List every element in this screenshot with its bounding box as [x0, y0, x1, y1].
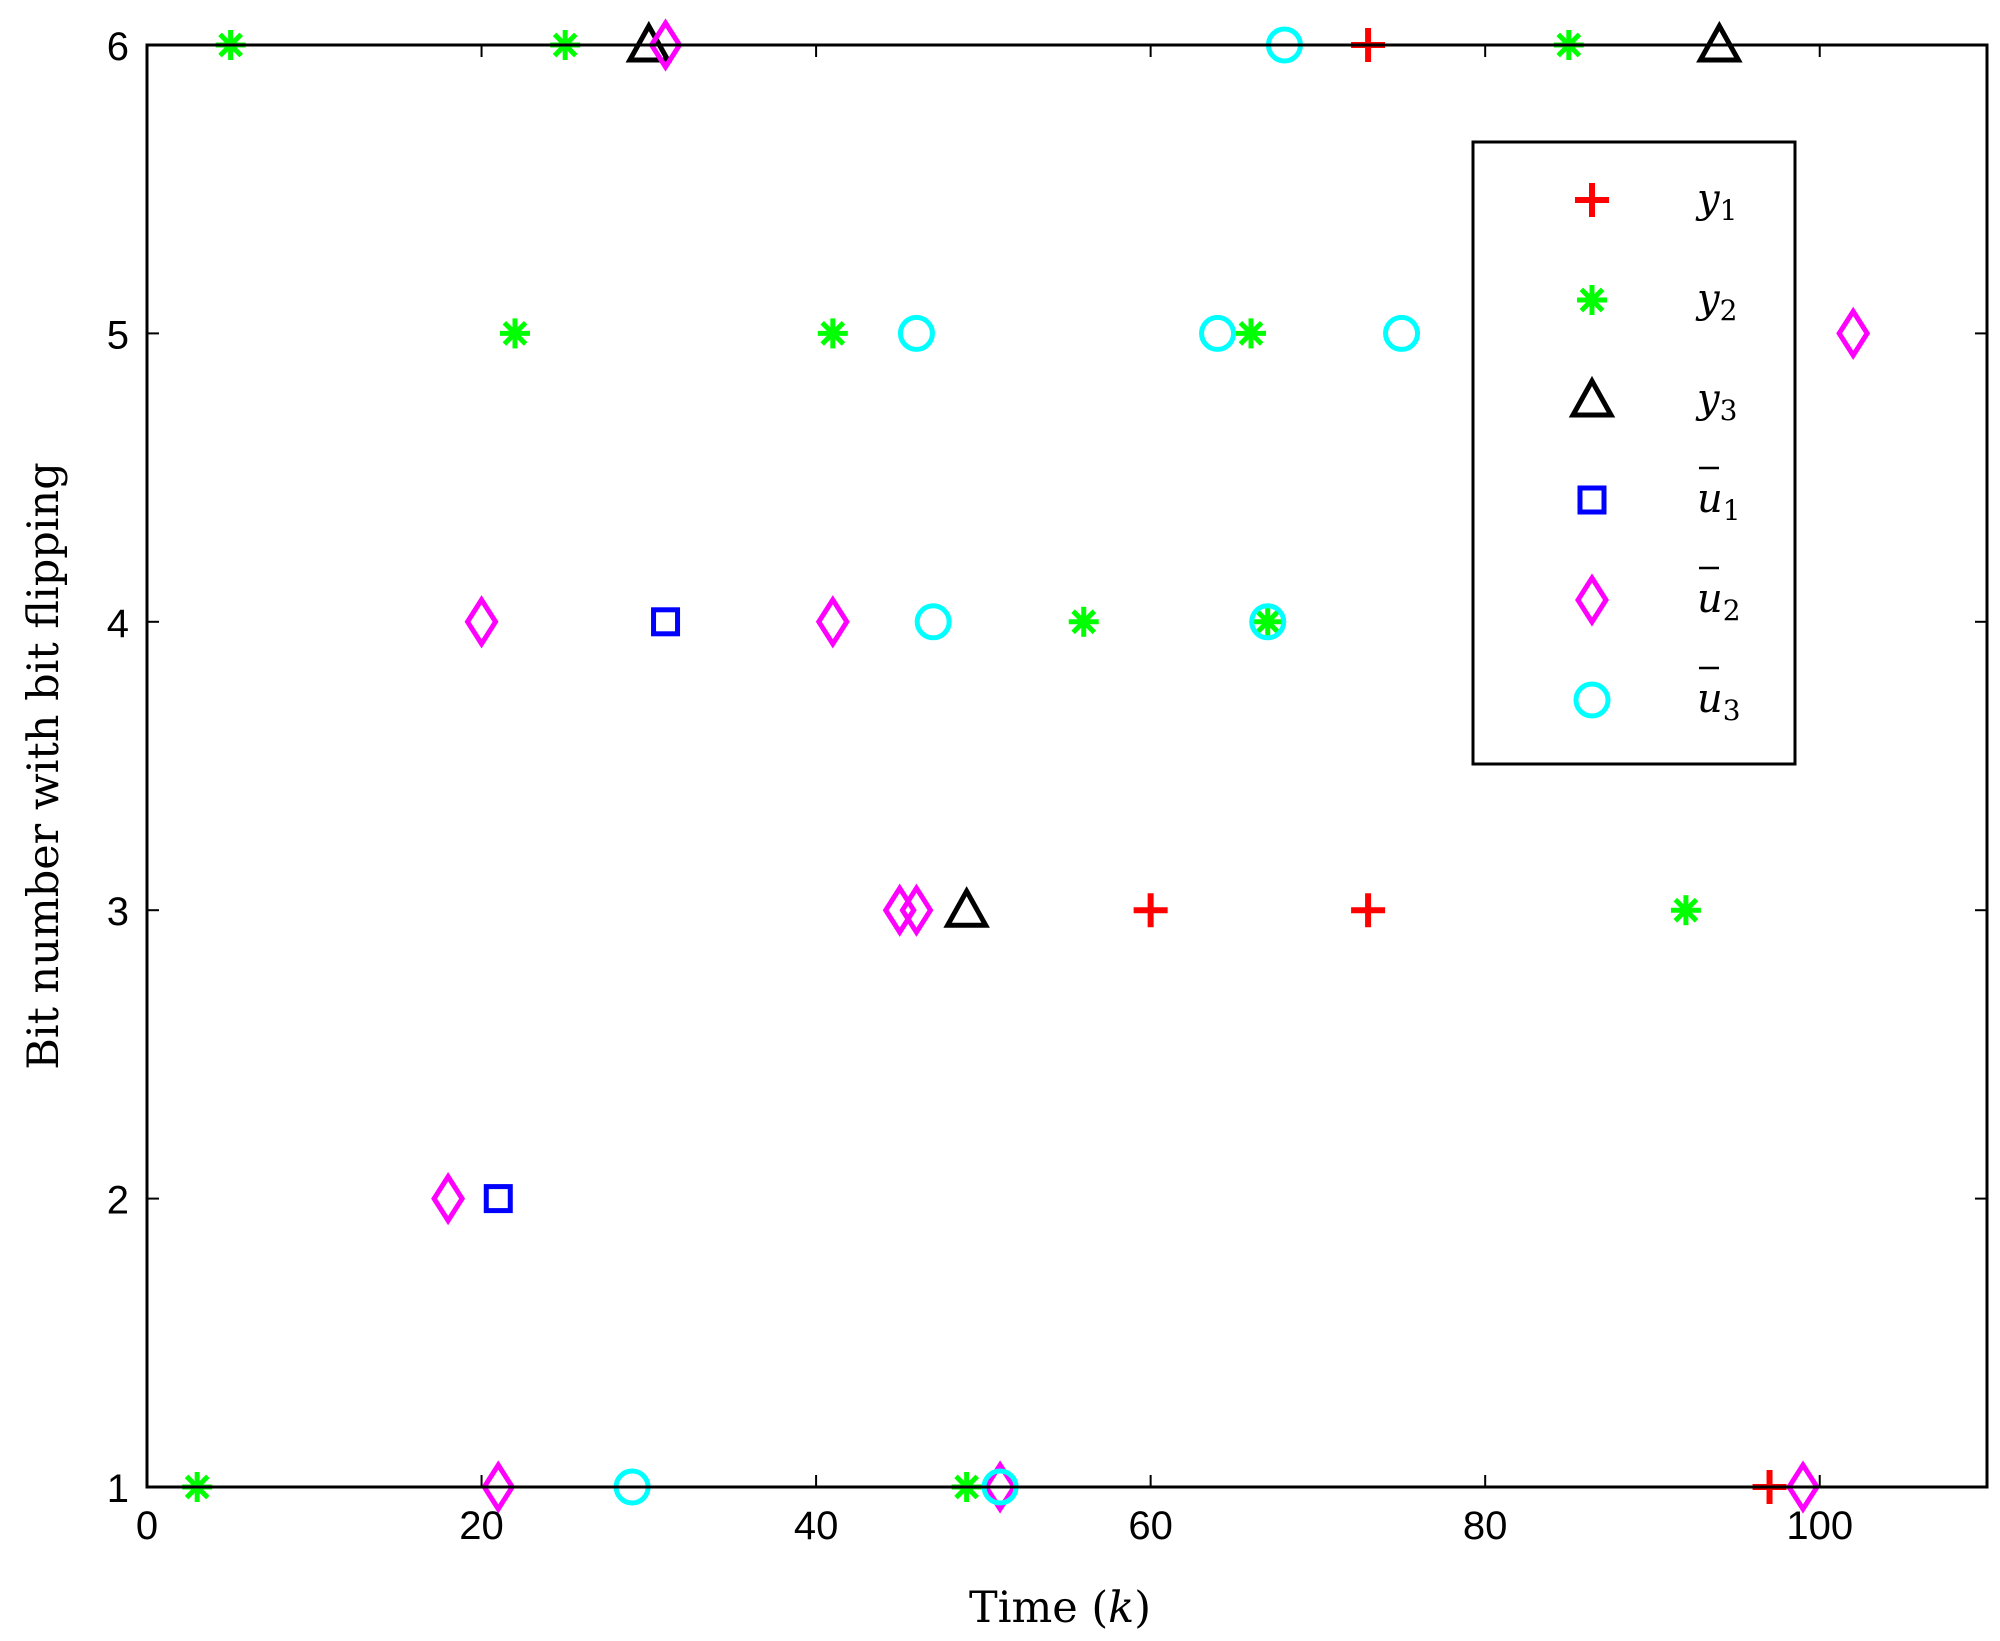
y-tick-label-4: 4: [107, 602, 129, 646]
data-point-u3-2: [1199, 314, 1237, 352]
legend-box: [1471, 140, 1797, 766]
data-point-u3-5: [1249, 603, 1287, 641]
legend-marker-y2: [1577, 285, 1607, 315]
data-point-u2-6: [431, 1171, 466, 1226]
x-tick-label-40: 40: [794, 1504, 839, 1548]
data-point-y1-1: [1133, 893, 1168, 928]
legend-label-u1: u1: [1697, 476, 1741, 527]
data-point-u2-8: [983, 1460, 1018, 1514]
x-axis-title: Time (k): [969, 1583, 1151, 1633]
data-point-u2-9: [1786, 1460, 1820, 1514]
y-tick-label-5: 5: [107, 313, 129, 357]
y-tick-label-6: 6: [107, 25, 129, 69]
data-point-y3-0: [625, 20, 673, 63]
legend-label-u3: u3: [1697, 676, 1741, 727]
legend-marker-y3: [1568, 375, 1616, 418]
axis-ticks-layer: 0 20 40 60 80 100 1 2 3 4 5 6: [107, 25, 1987, 1548]
legend-label-y2: y2: [1695, 276, 1737, 327]
data-point-u1-1: [483, 1184, 513, 1214]
x-tick-label-0: 0: [136, 1504, 158, 1548]
data-point-u2-0: [648, 18, 683, 72]
data-point-u2-3: [815, 595, 850, 649]
data-point-u2-7: [481, 1460, 516, 1514]
data-point-u2-5: [899, 883, 934, 937]
x-tick-label-80: 80: [1463, 1504, 1508, 1548]
x-tick-label-100: 100: [1786, 1504, 1853, 1548]
legend-marker-y1: [1575, 183, 1609, 217]
data-point-u3-1: [897, 314, 935, 352]
data-point-y1-2: [1351, 893, 1386, 928]
data-point-y3-2: [943, 886, 990, 928]
x-tick-label-60: 60: [1128, 1504, 1173, 1548]
data-point-y2-3: [500, 318, 530, 349]
legend-marker-u3: [1573, 681, 1611, 719]
y-tick-label-3: 3: [107, 890, 129, 934]
data-point-y2-5: [1236, 318, 1266, 349]
legend-marker-u1: [1577, 485, 1607, 515]
data-point-y2-4: [817, 318, 848, 349]
legend-entries: y1 y2 y3 u1 u2 u3: [1568, 176, 1741, 727]
data-point-y2-6: [1068, 606, 1099, 637]
data-point-u3-3: [1383, 314, 1421, 352]
y-tick-label-1: 1: [107, 1467, 129, 1511]
y-axis-title: Bit number with bit flipping: [19, 462, 69, 1070]
x-tick-label-20: 20: [459, 1504, 504, 1548]
legend-marker-u2: [1575, 573, 1609, 627]
legend: y1 y2 y3 u1 u2 u3: [1471, 140, 1797, 766]
y-tick-label-2: 2: [107, 1179, 129, 1223]
legend-label-u2: u2: [1697, 576, 1741, 627]
legend-label-y3: y3: [1695, 376, 1737, 427]
legend-label-y1: y1: [1695, 176, 1737, 227]
data-point-y2-7: [1252, 606, 1283, 637]
data-point-u3-4: [914, 603, 952, 641]
data-point-y2-8: [1670, 895, 1701, 926]
data-point-u2-1: [1836, 306, 1871, 361]
data-point-u2-2: [464, 595, 499, 649]
plot-frame: [145, 43, 1989, 1489]
data-point-y3-1: [1696, 20, 1743, 63]
data-point-u1-0: [651, 607, 681, 637]
